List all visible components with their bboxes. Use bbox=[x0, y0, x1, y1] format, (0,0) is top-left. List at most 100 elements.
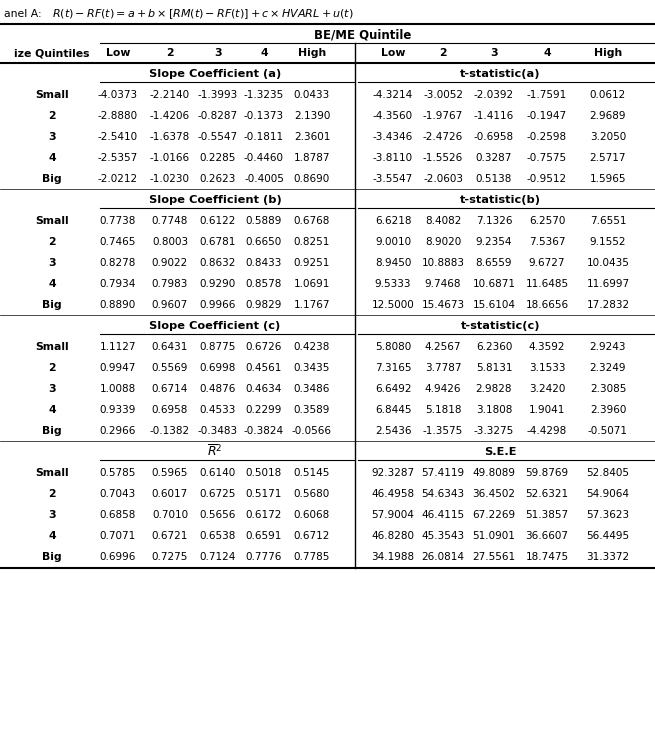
Text: 6.6492: 6.6492 bbox=[375, 384, 411, 394]
Text: 8.6559: 8.6559 bbox=[476, 258, 512, 268]
Text: 2.5436: 2.5436 bbox=[375, 426, 411, 436]
Text: High: High bbox=[298, 48, 326, 58]
Text: 10.6871: 10.6871 bbox=[472, 279, 515, 289]
Text: -0.1382: -0.1382 bbox=[150, 426, 190, 436]
Text: 0.7934: 0.7934 bbox=[100, 279, 136, 289]
Text: 0.2285: 0.2285 bbox=[200, 153, 236, 163]
Text: -1.9767: -1.9767 bbox=[423, 111, 463, 121]
Text: 56.4495: 56.4495 bbox=[586, 531, 629, 541]
Text: -1.3993: -1.3993 bbox=[198, 90, 238, 100]
Text: 1.9041: 1.9041 bbox=[529, 405, 565, 415]
Text: -2.8880: -2.8880 bbox=[98, 111, 138, 121]
Text: 1.1127: 1.1127 bbox=[100, 342, 136, 352]
Text: 0.5965: 0.5965 bbox=[152, 468, 188, 478]
Text: 0.8278: 0.8278 bbox=[100, 258, 136, 268]
Text: $R(t) - RF(t) = a + b\times[RM(t) - RF(t)] + c\times HVARL + u(t)$: $R(t) - RF(t) = a + b\times[RM(t) - RF(t… bbox=[52, 7, 354, 21]
Text: 0.8775: 0.8775 bbox=[200, 342, 236, 352]
Text: Slope Coefficient (c): Slope Coefficient (c) bbox=[149, 321, 280, 331]
Text: Slope Coefficient (b): Slope Coefficient (b) bbox=[149, 195, 282, 205]
Text: -3.5547: -3.5547 bbox=[373, 174, 413, 184]
Text: 2.3249: 2.3249 bbox=[590, 363, 626, 373]
Text: 7.6551: 7.6551 bbox=[590, 216, 626, 226]
Text: 0.8251: 0.8251 bbox=[294, 237, 330, 247]
Text: 1.5965: 1.5965 bbox=[590, 174, 626, 184]
Text: 46.8280: 46.8280 bbox=[371, 531, 415, 541]
Text: -0.7575: -0.7575 bbox=[527, 153, 567, 163]
Text: 0.8632: 0.8632 bbox=[200, 258, 236, 268]
Text: 5.1818: 5.1818 bbox=[424, 405, 461, 415]
Text: -0.1811: -0.1811 bbox=[244, 132, 284, 142]
Text: 0.6538: 0.6538 bbox=[200, 531, 236, 541]
Text: t-statistic(b): t-statistic(b) bbox=[460, 195, 541, 205]
Text: 0.2299: 0.2299 bbox=[246, 405, 282, 415]
Text: 9.2354: 9.2354 bbox=[476, 237, 512, 247]
Text: 1.1767: 1.1767 bbox=[293, 300, 330, 310]
Text: -0.8287: -0.8287 bbox=[198, 111, 238, 121]
Text: 0.6431: 0.6431 bbox=[152, 342, 188, 352]
Text: 6.8445: 6.8445 bbox=[375, 405, 411, 415]
Text: 0.7785: 0.7785 bbox=[294, 552, 330, 562]
Text: -4.4298: -4.4298 bbox=[527, 426, 567, 436]
Text: 0.9966: 0.9966 bbox=[200, 300, 236, 310]
Text: 2.9243: 2.9243 bbox=[590, 342, 626, 352]
Text: 0.6650: 0.6650 bbox=[246, 237, 282, 247]
Text: 0.6721: 0.6721 bbox=[152, 531, 188, 541]
Text: 9.5333: 9.5333 bbox=[375, 279, 411, 289]
Text: 2: 2 bbox=[48, 237, 56, 247]
Text: 9.0010: 9.0010 bbox=[375, 237, 411, 247]
Text: 8.4082: 8.4082 bbox=[425, 216, 461, 226]
Text: 0.5656: 0.5656 bbox=[200, 510, 236, 520]
Text: 15.6104: 15.6104 bbox=[472, 300, 515, 310]
Text: -2.4726: -2.4726 bbox=[423, 132, 463, 142]
Text: 0.7738: 0.7738 bbox=[100, 216, 136, 226]
Text: 0.4634: 0.4634 bbox=[246, 384, 282, 394]
Text: -1.6378: -1.6378 bbox=[150, 132, 190, 142]
Text: 27.5561: 27.5561 bbox=[472, 552, 515, 562]
Text: 7.5367: 7.5367 bbox=[529, 237, 565, 247]
Text: -0.6958: -0.6958 bbox=[474, 132, 514, 142]
Text: 0.9947: 0.9947 bbox=[100, 363, 136, 373]
Text: 36.6607: 36.6607 bbox=[525, 531, 569, 541]
Text: 46.4958: 46.4958 bbox=[371, 489, 415, 499]
Text: Low: Low bbox=[381, 48, 405, 58]
Text: 0.5889: 0.5889 bbox=[246, 216, 282, 226]
Text: 0.6017: 0.6017 bbox=[152, 489, 188, 499]
Text: 3: 3 bbox=[48, 258, 56, 268]
Text: 18.7475: 18.7475 bbox=[525, 552, 569, 562]
Text: 0.9607: 0.9607 bbox=[152, 300, 188, 310]
Text: 0.4876: 0.4876 bbox=[200, 384, 236, 394]
Text: 0.3486: 0.3486 bbox=[294, 384, 330, 394]
Text: 0.5138: 0.5138 bbox=[476, 174, 512, 184]
Text: S.E.E: S.E.E bbox=[484, 447, 517, 457]
Text: Big: Big bbox=[42, 174, 62, 184]
Text: -2.5357: -2.5357 bbox=[98, 153, 138, 163]
Text: 0.6712: 0.6712 bbox=[294, 531, 330, 541]
Text: 2.3960: 2.3960 bbox=[590, 405, 626, 415]
Text: -0.2598: -0.2598 bbox=[527, 132, 567, 142]
Text: 0.2966: 0.2966 bbox=[100, 426, 136, 436]
Text: -0.1373: -0.1373 bbox=[244, 111, 284, 121]
Text: -2.0392: -2.0392 bbox=[474, 90, 514, 100]
Text: -3.3275: -3.3275 bbox=[474, 426, 514, 436]
Text: anel A:: anel A: bbox=[4, 9, 42, 19]
Text: 2: 2 bbox=[440, 48, 447, 58]
Text: 0.7983: 0.7983 bbox=[152, 279, 188, 289]
Text: t-statistic(a): t-statistic(a) bbox=[460, 69, 541, 79]
Text: 0.9290: 0.9290 bbox=[200, 279, 236, 289]
Text: Slope Coefficient (a): Slope Coefficient (a) bbox=[149, 69, 281, 79]
Text: 0.9829: 0.9829 bbox=[246, 300, 282, 310]
Text: 2.9689: 2.9689 bbox=[590, 111, 626, 121]
Text: 1.0088: 1.0088 bbox=[100, 384, 136, 394]
Text: Small: Small bbox=[35, 216, 69, 226]
Text: 0.5018: 0.5018 bbox=[246, 468, 282, 478]
Text: 12.5000: 12.5000 bbox=[371, 300, 415, 310]
Text: Low: Low bbox=[106, 48, 130, 58]
Text: 4: 4 bbox=[48, 405, 56, 415]
Text: 0.8578: 0.8578 bbox=[246, 279, 282, 289]
Text: 0.7071: 0.7071 bbox=[100, 531, 136, 541]
Text: 52.6321: 52.6321 bbox=[525, 489, 569, 499]
Text: 2: 2 bbox=[48, 489, 56, 499]
Text: 7.1326: 7.1326 bbox=[476, 216, 512, 226]
Text: -3.4346: -3.4346 bbox=[373, 132, 413, 142]
Text: 0.6858: 0.6858 bbox=[100, 510, 136, 520]
